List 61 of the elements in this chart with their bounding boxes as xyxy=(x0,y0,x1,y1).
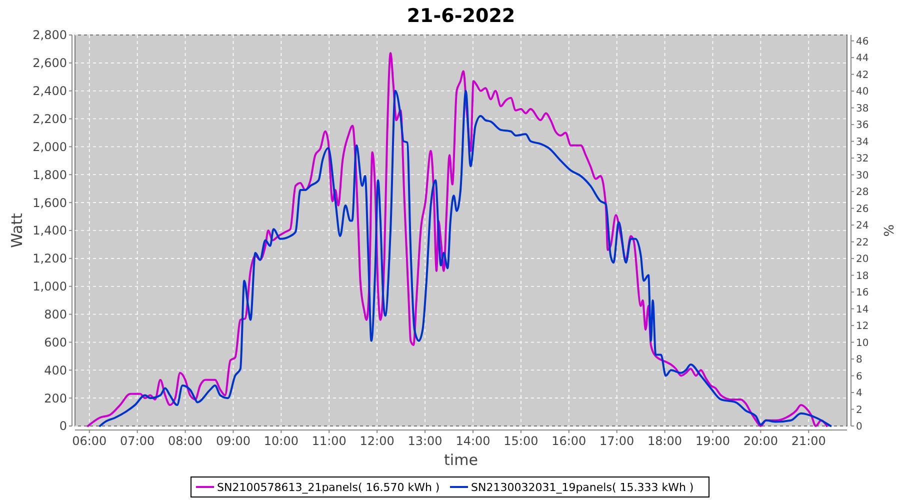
x-tick-label: 07:00 xyxy=(120,434,155,448)
x-tick-label: 14:00 xyxy=(456,434,490,448)
y2-tick-label: 40 xyxy=(856,86,869,98)
x-tick-label: 17:00 xyxy=(600,434,634,448)
y-tick-label: 2,600 xyxy=(32,56,67,70)
y2-tick-label: 46 xyxy=(856,36,869,48)
x-tick-label: 10:00 xyxy=(264,434,298,448)
y-tick-label: 600 xyxy=(44,335,67,350)
y-tick-label: 1,800 xyxy=(32,168,67,182)
y2-tick-label: 32 xyxy=(856,154,869,165)
y2-tick-label: 8 xyxy=(856,354,862,366)
y2-tick-label: 10 xyxy=(856,338,869,349)
y-axis-title: Watt xyxy=(8,212,26,248)
y2-axis-title: % xyxy=(880,224,895,237)
y2-tick-label: 4 xyxy=(856,388,862,400)
x-tick-label: 09:00 xyxy=(216,434,251,448)
chart-title: 21-6-2022 xyxy=(406,5,516,27)
y-tick-label: 400 xyxy=(44,363,67,378)
y2-tick-label: 20 xyxy=(856,254,869,266)
x-axis-title: time xyxy=(444,451,478,469)
x-tick-label: 13:00 xyxy=(408,434,442,448)
y-tick-label: 800 xyxy=(44,307,67,322)
x-tick-label: 16:00 xyxy=(552,434,586,448)
x-tick-label: 08:00 xyxy=(168,434,203,448)
y-tick-label: 2,400 xyxy=(32,84,67,98)
y2-tick-label: 34 xyxy=(856,136,869,148)
y2-tick-label: 36 xyxy=(856,120,869,132)
y2-tick-label: 42 xyxy=(856,70,869,81)
y2-tick-label: 28 xyxy=(856,187,869,198)
y2-tick-label: 38 xyxy=(856,103,869,114)
x-tick-label: 20:00 xyxy=(743,434,778,448)
y2-tick-label: 26 xyxy=(856,204,869,215)
y-tick-label: 0 xyxy=(59,419,67,434)
y-tick-label: 1,600 xyxy=(32,196,67,210)
x-tick-label: 11:00 xyxy=(312,434,346,448)
y-tick-label: 2,800 xyxy=(32,28,67,42)
x-tick-label: 19:00 xyxy=(695,434,730,448)
y2-tick-label: 18 xyxy=(856,270,869,282)
y2-tick-label: 14 xyxy=(856,304,869,316)
y2-tick-label: 44 xyxy=(856,53,869,64)
y-tick-label: 1,000 xyxy=(32,280,67,294)
y-tick-label: 1,400 xyxy=(32,224,67,238)
x-tick-label: 21:00 xyxy=(791,434,826,448)
y2-tick-label: 30 xyxy=(856,170,869,182)
y2-tick-label: 0 xyxy=(856,422,862,432)
x-tick-label: 12:00 xyxy=(360,434,394,448)
legend-label: SN2130032031_19panels( 15.333 kWh ) xyxy=(471,480,694,494)
legend-label: SN2100578613_21panels( 16.570 kWh ) xyxy=(217,480,440,494)
y2-tick-label: 24 xyxy=(856,220,869,232)
y2-tick-label: 2 xyxy=(856,404,862,416)
y-tick-label: 200 xyxy=(44,391,67,406)
y-tick-label: 2,000 xyxy=(32,140,67,154)
y2-tick-label: 12 xyxy=(856,321,869,332)
x-tick-label: 18:00 xyxy=(647,434,682,448)
y2-tick-label: 16 xyxy=(856,288,869,299)
y2-tick-label: 6 xyxy=(856,371,862,382)
x-tick-label: 06:00 xyxy=(72,434,107,448)
y-tick-label: 1,200 xyxy=(32,252,67,266)
x-tick-label: 15:00 xyxy=(504,434,538,448)
y-tick-label: 2,200 xyxy=(32,112,67,126)
y2-tick-label: 22 xyxy=(856,237,869,248)
